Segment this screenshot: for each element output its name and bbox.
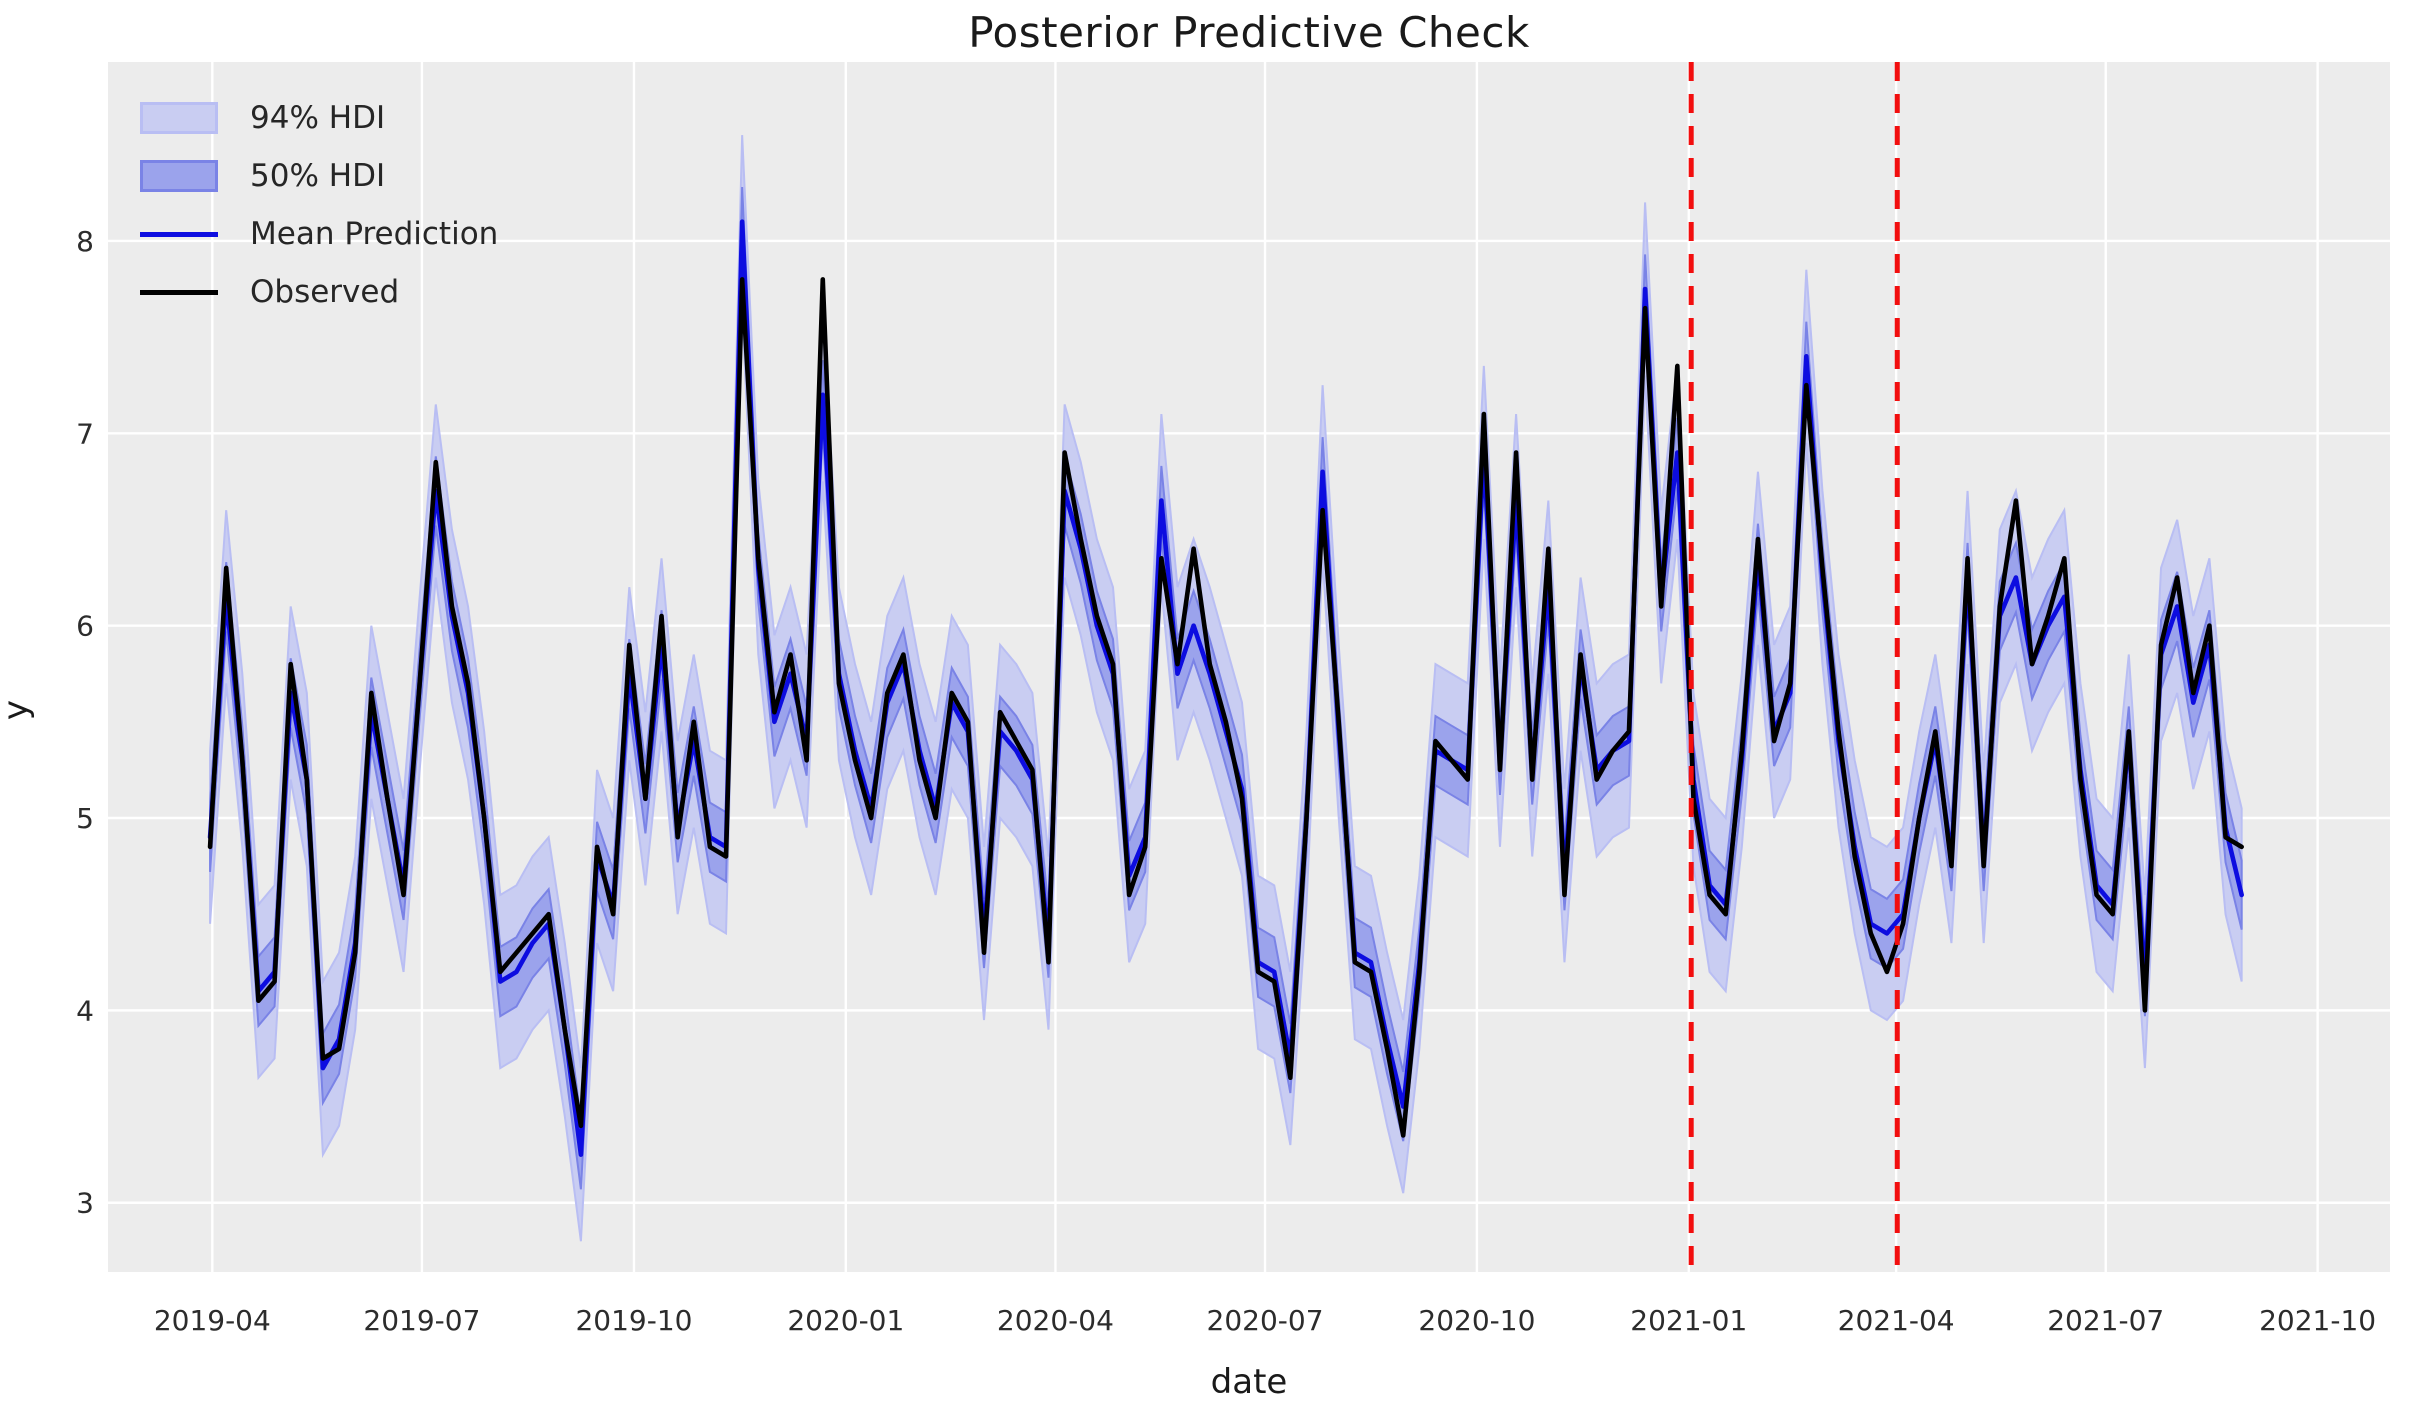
svg-text:2021-07: 2021-07 xyxy=(2047,1304,2164,1337)
y-axis-title: y xyxy=(0,699,37,721)
chart-title: Posterior Predictive Check xyxy=(968,8,1530,57)
svg-text:4: 4 xyxy=(76,994,94,1027)
hdi-94-band xyxy=(209,135,2243,1242)
svg-text:2020-10: 2020-10 xyxy=(1418,1304,1535,1337)
observed-line xyxy=(207,277,2244,1138)
svg-text:2019-04: 2019-04 xyxy=(154,1304,271,1337)
mean-line-swatch-icon xyxy=(140,231,218,237)
legend-label: Mean Prediction xyxy=(250,216,499,252)
svg-text:2019-07: 2019-07 xyxy=(363,1304,480,1337)
svg-text:2021-04: 2021-04 xyxy=(1838,1304,1955,1337)
train-test-split-lines xyxy=(1688,62,1900,1272)
legend-item-50-hdi: 50% HDI xyxy=(140,154,498,198)
legend-label: Observed xyxy=(250,274,400,310)
legend-item-observed: Observed xyxy=(140,270,498,314)
svg-text:2020-04: 2020-04 xyxy=(997,1304,1114,1337)
svg-text:5: 5 xyxy=(76,802,94,835)
x-axis-title: date xyxy=(1210,1362,1288,1402)
y-tick-labels: 3 4 5 6 7 8 xyxy=(76,225,94,1220)
legend-label: 94% HDI xyxy=(250,100,386,136)
observed-line-swatch-icon xyxy=(140,289,218,295)
svg-text:2020-01: 2020-01 xyxy=(787,1304,904,1337)
legend-label: 50% HDI xyxy=(250,158,386,194)
legend: 94% HDI 50% HDI Mean Prediction Observed xyxy=(140,96,498,314)
svg-text:2019-10: 2019-10 xyxy=(575,1304,692,1337)
hdi50-swatch-icon xyxy=(140,160,218,192)
legend-item-94-hdi: 94% HDI xyxy=(140,96,498,140)
svg-text:2021-01: 2021-01 xyxy=(1630,1304,1747,1337)
x-tick-labels: 2019-04 2019-07 2019-10 2020-01 2020-04 2020-… xyxy=(154,1304,2376,1337)
svg-text:8: 8 xyxy=(76,225,94,258)
svg-text:6: 6 xyxy=(76,610,94,643)
svg-text:2021-10: 2021-10 xyxy=(2259,1304,2376,1337)
legend-item-mean-prediction: Mean Prediction xyxy=(140,212,498,256)
svg-text:3: 3 xyxy=(76,1187,94,1220)
hdi94-swatch-icon xyxy=(140,102,218,134)
svg-text:2020-07: 2020-07 xyxy=(1207,1304,1324,1337)
svg-text:7: 7 xyxy=(76,417,94,450)
